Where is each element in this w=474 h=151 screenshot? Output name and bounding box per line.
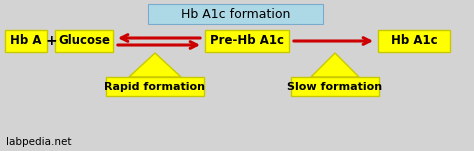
Text: Slow formation: Slow formation bbox=[287, 82, 383, 92]
Text: Hb A1c: Hb A1c bbox=[391, 34, 438, 48]
Text: labpedia.net: labpedia.net bbox=[6, 137, 72, 147]
FancyBboxPatch shape bbox=[378, 30, 450, 52]
Text: Hb A1c formation: Hb A1c formation bbox=[181, 8, 290, 21]
FancyBboxPatch shape bbox=[55, 30, 113, 52]
Text: +: + bbox=[45, 34, 57, 48]
Text: Pre-Hb A1c: Pre-Hb A1c bbox=[210, 34, 284, 48]
FancyBboxPatch shape bbox=[148, 4, 323, 24]
FancyBboxPatch shape bbox=[205, 30, 289, 52]
Polygon shape bbox=[129, 53, 181, 77]
Text: Hb A: Hb A bbox=[10, 34, 42, 48]
Text: Rapid formation: Rapid formation bbox=[104, 82, 206, 92]
FancyBboxPatch shape bbox=[5, 30, 47, 52]
Polygon shape bbox=[311, 53, 359, 77]
Text: Glucose: Glucose bbox=[58, 34, 110, 48]
FancyBboxPatch shape bbox=[291, 77, 379, 96]
FancyBboxPatch shape bbox=[106, 77, 204, 96]
